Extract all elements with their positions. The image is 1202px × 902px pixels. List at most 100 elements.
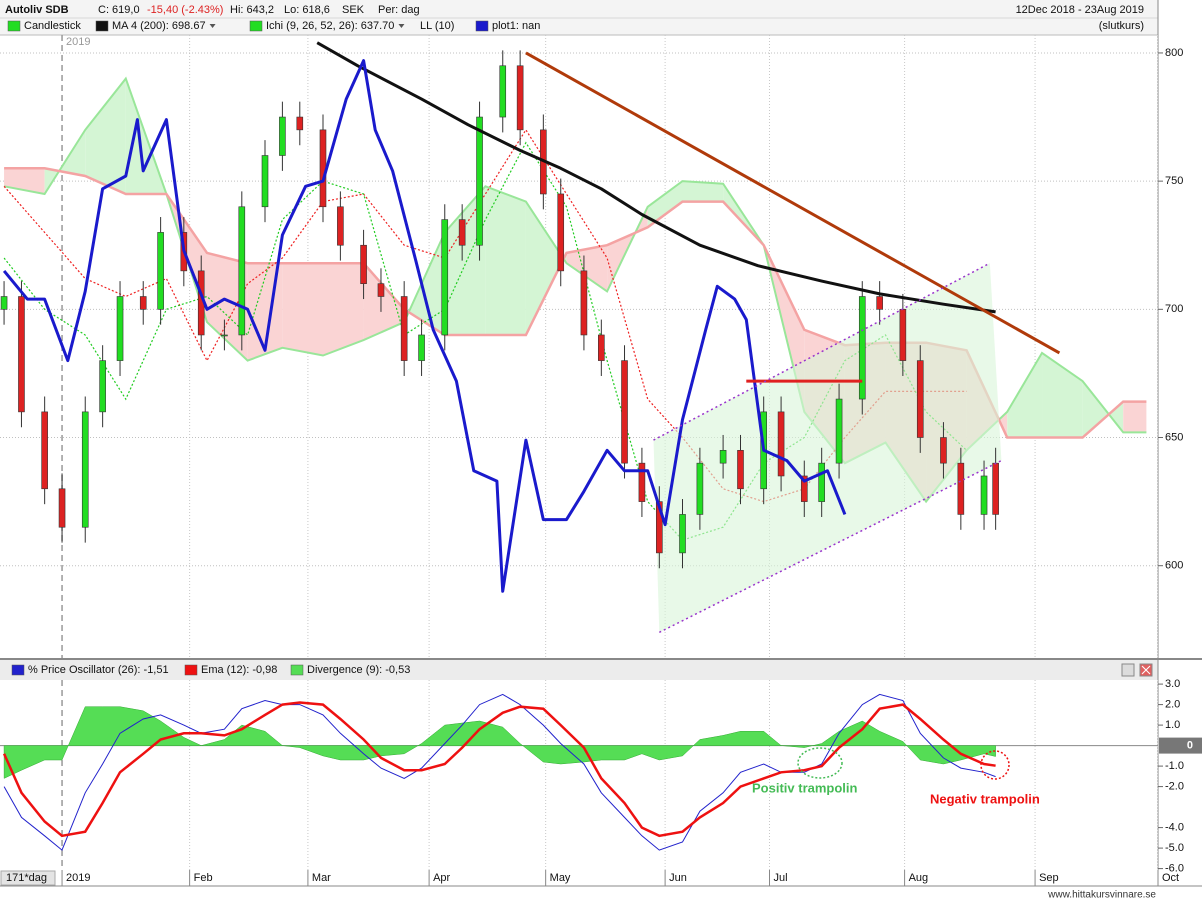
x-tick-label: Mar bbox=[312, 872, 331, 884]
legend-menu bbox=[398, 24, 405, 28]
divergence-area bbox=[3, 706, 996, 779]
trendline bbox=[658, 459, 1002, 634]
candle-body bbox=[916, 360, 924, 438]
x-tick-label: Apr bbox=[433, 872, 450, 884]
highlight-circle bbox=[980, 750, 1010, 780]
y-tick-label: 3.0 bbox=[1165, 678, 1180, 690]
y-tick-label: 2.0 bbox=[1165, 699, 1180, 711]
site: www.hittakursvinnare.se bbox=[1047, 890, 1156, 901]
legend-swatch bbox=[11, 664, 25, 676]
tool-icon[interactable] bbox=[1121, 663, 1135, 677]
y-tick-label: -5.0 bbox=[1165, 842, 1184, 854]
legend-label[interactable]: % Price Oscillator (26): -1,51 bbox=[28, 664, 169, 676]
channel-fill bbox=[653, 263, 1002, 633]
candle-body bbox=[458, 219, 466, 246]
candle-body bbox=[0, 296, 8, 310]
symbol: Autoliv SDB bbox=[5, 4, 69, 16]
cloud-segment bbox=[1042, 352, 1083, 438]
candle-body bbox=[116, 296, 124, 361]
cloud-segment bbox=[1123, 401, 1147, 433]
cloud-segment bbox=[404, 232, 445, 335]
candle-body bbox=[41, 411, 48, 490]
x-tick-label: May bbox=[550, 872, 571, 884]
legend-swatch bbox=[290, 664, 304, 676]
candle-body bbox=[157, 232, 164, 310]
cloud-segment bbox=[85, 78, 126, 194]
price-type: (slutkurs) bbox=[1099, 20, 1144, 32]
candle-body bbox=[638, 462, 646, 502]
cloud-segment bbox=[682, 181, 724, 202]
candle-body bbox=[656, 501, 663, 554]
highlight-circle bbox=[797, 747, 843, 779]
year-label: 2019 bbox=[66, 36, 90, 48]
candle-body bbox=[719, 450, 727, 464]
candle-body bbox=[818, 462, 825, 502]
y-tick-label: -2.0 bbox=[1165, 781, 1184, 793]
osc-plot bbox=[0, 680, 1158, 870]
low: Lo: 618,6 bbox=[284, 4, 330, 16]
trendline bbox=[525, 51, 1061, 355]
currency: SEK bbox=[342, 4, 365, 16]
legend-menu bbox=[209, 24, 216, 28]
legend-label[interactable]: Candlestick bbox=[24, 20, 81, 32]
legend-label[interactable]: plot1: nan bbox=[492, 20, 540, 32]
series-line bbox=[316, 41, 996, 314]
candle-body bbox=[377, 283, 385, 297]
candle-body bbox=[99, 360, 106, 413]
legend-swatch bbox=[184, 664, 198, 676]
legend-label[interactable]: LL (10) bbox=[420, 20, 454, 32]
candle-body bbox=[858, 296, 866, 400]
period: Per: dag bbox=[378, 4, 420, 16]
candle-body bbox=[360, 244, 367, 284]
cloud-segment bbox=[647, 181, 683, 228]
candle-body bbox=[400, 296, 408, 361]
cloud-segment bbox=[322, 263, 364, 356]
cloud-segment bbox=[525, 201, 567, 335]
cloud-segment bbox=[566, 245, 608, 292]
candle-body bbox=[980, 475, 988, 515]
candle-body bbox=[418, 334, 425, 361]
cloud-segment bbox=[207, 252, 248, 361]
annotation: Negativ trampolin bbox=[930, 791, 1040, 806]
candle-body bbox=[940, 437, 947, 464]
candle-body bbox=[679, 514, 686, 554]
close-icon-x bbox=[1141, 665, 1151, 675]
legend-swatch bbox=[249, 20, 263, 32]
legend-label[interactable]: Divergence (9): -0,53 bbox=[307, 664, 410, 676]
x-tick-label: Sep bbox=[1039, 872, 1059, 884]
x-tick-label: Jul bbox=[773, 872, 787, 884]
bar-count: 171*dag bbox=[6, 872, 47, 884]
x-tick-label: Aug bbox=[909, 872, 929, 884]
y-tick-label: -4.0 bbox=[1165, 822, 1184, 834]
y-tick-label: 0 bbox=[1187, 740, 1193, 752]
candle-body bbox=[296, 116, 304, 131]
x-tick-label: 2019 bbox=[66, 872, 90, 884]
candle-body bbox=[476, 116, 483, 246]
close-price: C: 619,0 bbox=[98, 4, 140, 16]
series-line bbox=[2, 59, 847, 593]
legend-label[interactable]: Ichi (9, 26, 52, 26): 637.70 bbox=[266, 20, 394, 32]
trendline bbox=[653, 262, 991, 441]
candle-body bbox=[81, 411, 89, 528]
candle-body bbox=[221, 334, 228, 337]
legend-label[interactable]: MA 4 (200): 698.67 bbox=[112, 20, 206, 32]
osc-line bbox=[2, 701, 996, 838]
candle-body bbox=[441, 219, 449, 336]
legend-swatch bbox=[95, 20, 109, 32]
x-tick-label: Feb bbox=[194, 872, 213, 884]
candle-body bbox=[992, 462, 999, 515]
legend-label[interactable]: Ema (12): -0,98 bbox=[201, 664, 277, 676]
candle-body bbox=[261, 155, 269, 208]
osc-line bbox=[3, 693, 996, 851]
candle-body bbox=[337, 206, 344, 246]
y-tick-label: 700 bbox=[1165, 303, 1183, 315]
y-tick-label: 650 bbox=[1165, 431, 1183, 443]
date-range: 12Dec 2018 - 23Aug 2019 bbox=[1016, 4, 1144, 16]
candle-body bbox=[621, 360, 628, 464]
candle-body bbox=[737, 450, 744, 490]
candle-body bbox=[557, 193, 565, 272]
candle-body bbox=[777, 411, 785, 477]
